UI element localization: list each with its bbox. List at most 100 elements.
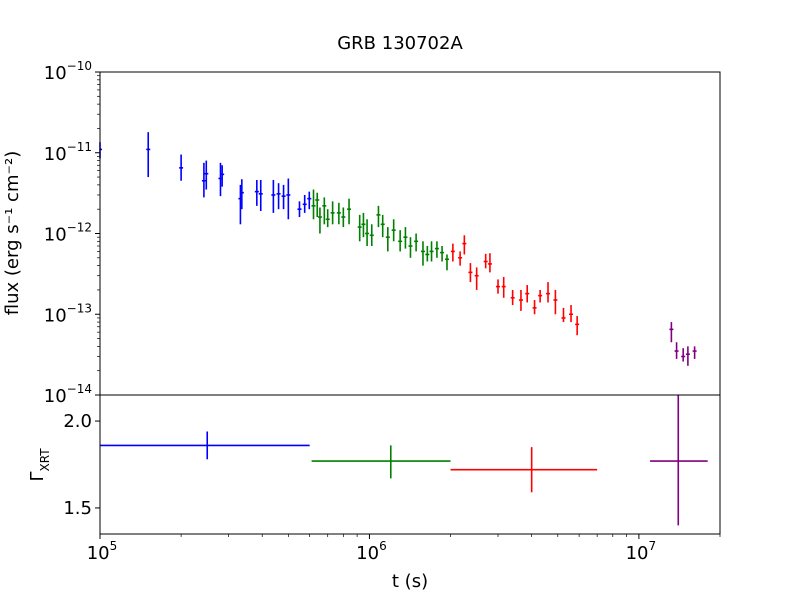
x-tick-label: 107 xyxy=(626,539,657,564)
flux-point xyxy=(474,267,479,290)
flux-point xyxy=(487,253,492,273)
flux-tick-label: 10−10 xyxy=(44,59,92,84)
flux-point xyxy=(458,251,463,266)
tick-base: 10 xyxy=(44,63,67,84)
photon-index-plot-frame xyxy=(99,394,721,535)
flux-point xyxy=(297,201,302,218)
flux-point xyxy=(462,235,467,255)
flux-point xyxy=(376,205,381,228)
flux-point xyxy=(575,316,580,336)
flux-point xyxy=(341,207,346,228)
flux-point xyxy=(518,289,523,311)
flux-point xyxy=(204,160,209,190)
tick-exponent: −13 xyxy=(67,301,92,315)
flux-point xyxy=(380,214,385,238)
flux-point xyxy=(692,346,697,359)
flux-point xyxy=(532,300,537,315)
photon-index-point xyxy=(311,445,451,479)
tick-base: 10 xyxy=(44,305,67,326)
flux-point xyxy=(408,237,413,258)
flux-point xyxy=(391,219,396,242)
flux-data xyxy=(99,132,697,366)
tick-base: 10 xyxy=(44,225,67,246)
flux-point xyxy=(286,178,291,220)
flux-point xyxy=(330,201,335,225)
photon-index-label-main: Γ xyxy=(27,471,48,481)
flux-point xyxy=(403,227,408,249)
tick-base: 10 xyxy=(356,543,379,564)
flux-point xyxy=(501,276,506,298)
flux-point xyxy=(510,289,515,306)
flux-point xyxy=(254,179,259,206)
chart-title: GRB 130702A xyxy=(337,33,463,54)
flux-point xyxy=(525,285,530,303)
flux-point xyxy=(239,179,244,210)
x-tick-label: 106 xyxy=(356,539,387,564)
flux-point xyxy=(414,233,419,252)
flux-point xyxy=(681,348,686,362)
tick-exponent: 5 xyxy=(110,539,118,553)
flux-point xyxy=(220,165,225,187)
flux-point xyxy=(674,342,679,359)
tick-exponent: −11 xyxy=(67,140,92,154)
flux-point xyxy=(307,191,312,210)
photon-index-point xyxy=(650,395,708,526)
flux-point xyxy=(546,282,551,303)
flux-point xyxy=(553,289,558,315)
photon-index-tick-label: 1.5 xyxy=(63,498,92,519)
flux-point xyxy=(496,279,501,294)
photon-index-point xyxy=(450,447,598,493)
photon-index-data xyxy=(100,395,708,526)
flux-tick-label: 10−14 xyxy=(44,382,92,407)
flux-point xyxy=(420,241,425,266)
flux-point xyxy=(322,197,327,225)
photon-index-y-axis-label: ΓXRT xyxy=(27,448,52,482)
flux-point xyxy=(325,209,330,228)
flux-point xyxy=(369,224,374,247)
x-tick-label: 105 xyxy=(87,539,118,564)
flux-point xyxy=(276,183,281,210)
flux-point xyxy=(429,241,434,262)
flux-point xyxy=(561,307,566,323)
tick-exponent: 7 xyxy=(649,539,657,553)
tick-exponent: −14 xyxy=(67,382,92,396)
flux-y-axis-label: flux (erg s⁻¹ cm⁻²) xyxy=(2,151,23,315)
tick-base: 10 xyxy=(87,543,110,564)
flux-point xyxy=(444,254,449,271)
flux-point xyxy=(336,202,341,225)
flux-point xyxy=(385,227,390,252)
flux-plot-frame xyxy=(99,71,721,396)
tick-exponent: 6 xyxy=(379,539,387,553)
flux-point xyxy=(315,192,320,218)
tick-exponent: −10 xyxy=(67,59,92,73)
tick-base: 10 xyxy=(44,144,67,165)
flux-point xyxy=(179,154,184,181)
tick-exponent: −12 xyxy=(67,221,92,235)
photon-index-tick-label: 2.0 xyxy=(63,411,92,432)
flux-point xyxy=(281,184,286,210)
flux-point xyxy=(146,132,151,178)
flux-point xyxy=(538,289,543,303)
x-axis-label: t (s) xyxy=(392,571,428,592)
flux-point xyxy=(483,253,488,269)
flux-point xyxy=(425,246,430,262)
flux-point xyxy=(361,212,366,238)
flux-point xyxy=(685,346,690,366)
flux-point xyxy=(468,263,473,283)
flux-point xyxy=(311,189,316,220)
flux-point xyxy=(365,219,370,247)
flux-tick-label: 10−11 xyxy=(44,140,92,165)
flux-point xyxy=(398,230,403,252)
flux-point xyxy=(317,207,322,234)
flux-tick-label: 10−13 xyxy=(44,301,92,326)
tick-base: 10 xyxy=(44,386,67,407)
flux-point xyxy=(201,162,206,198)
flux-point xyxy=(302,194,307,213)
flux-point xyxy=(258,179,263,211)
tick-base: 10 xyxy=(626,543,649,564)
flux-point xyxy=(271,179,276,213)
flux-point xyxy=(440,246,445,262)
photon-index-y-ticks: 1.5 2.0 xyxy=(63,411,100,519)
